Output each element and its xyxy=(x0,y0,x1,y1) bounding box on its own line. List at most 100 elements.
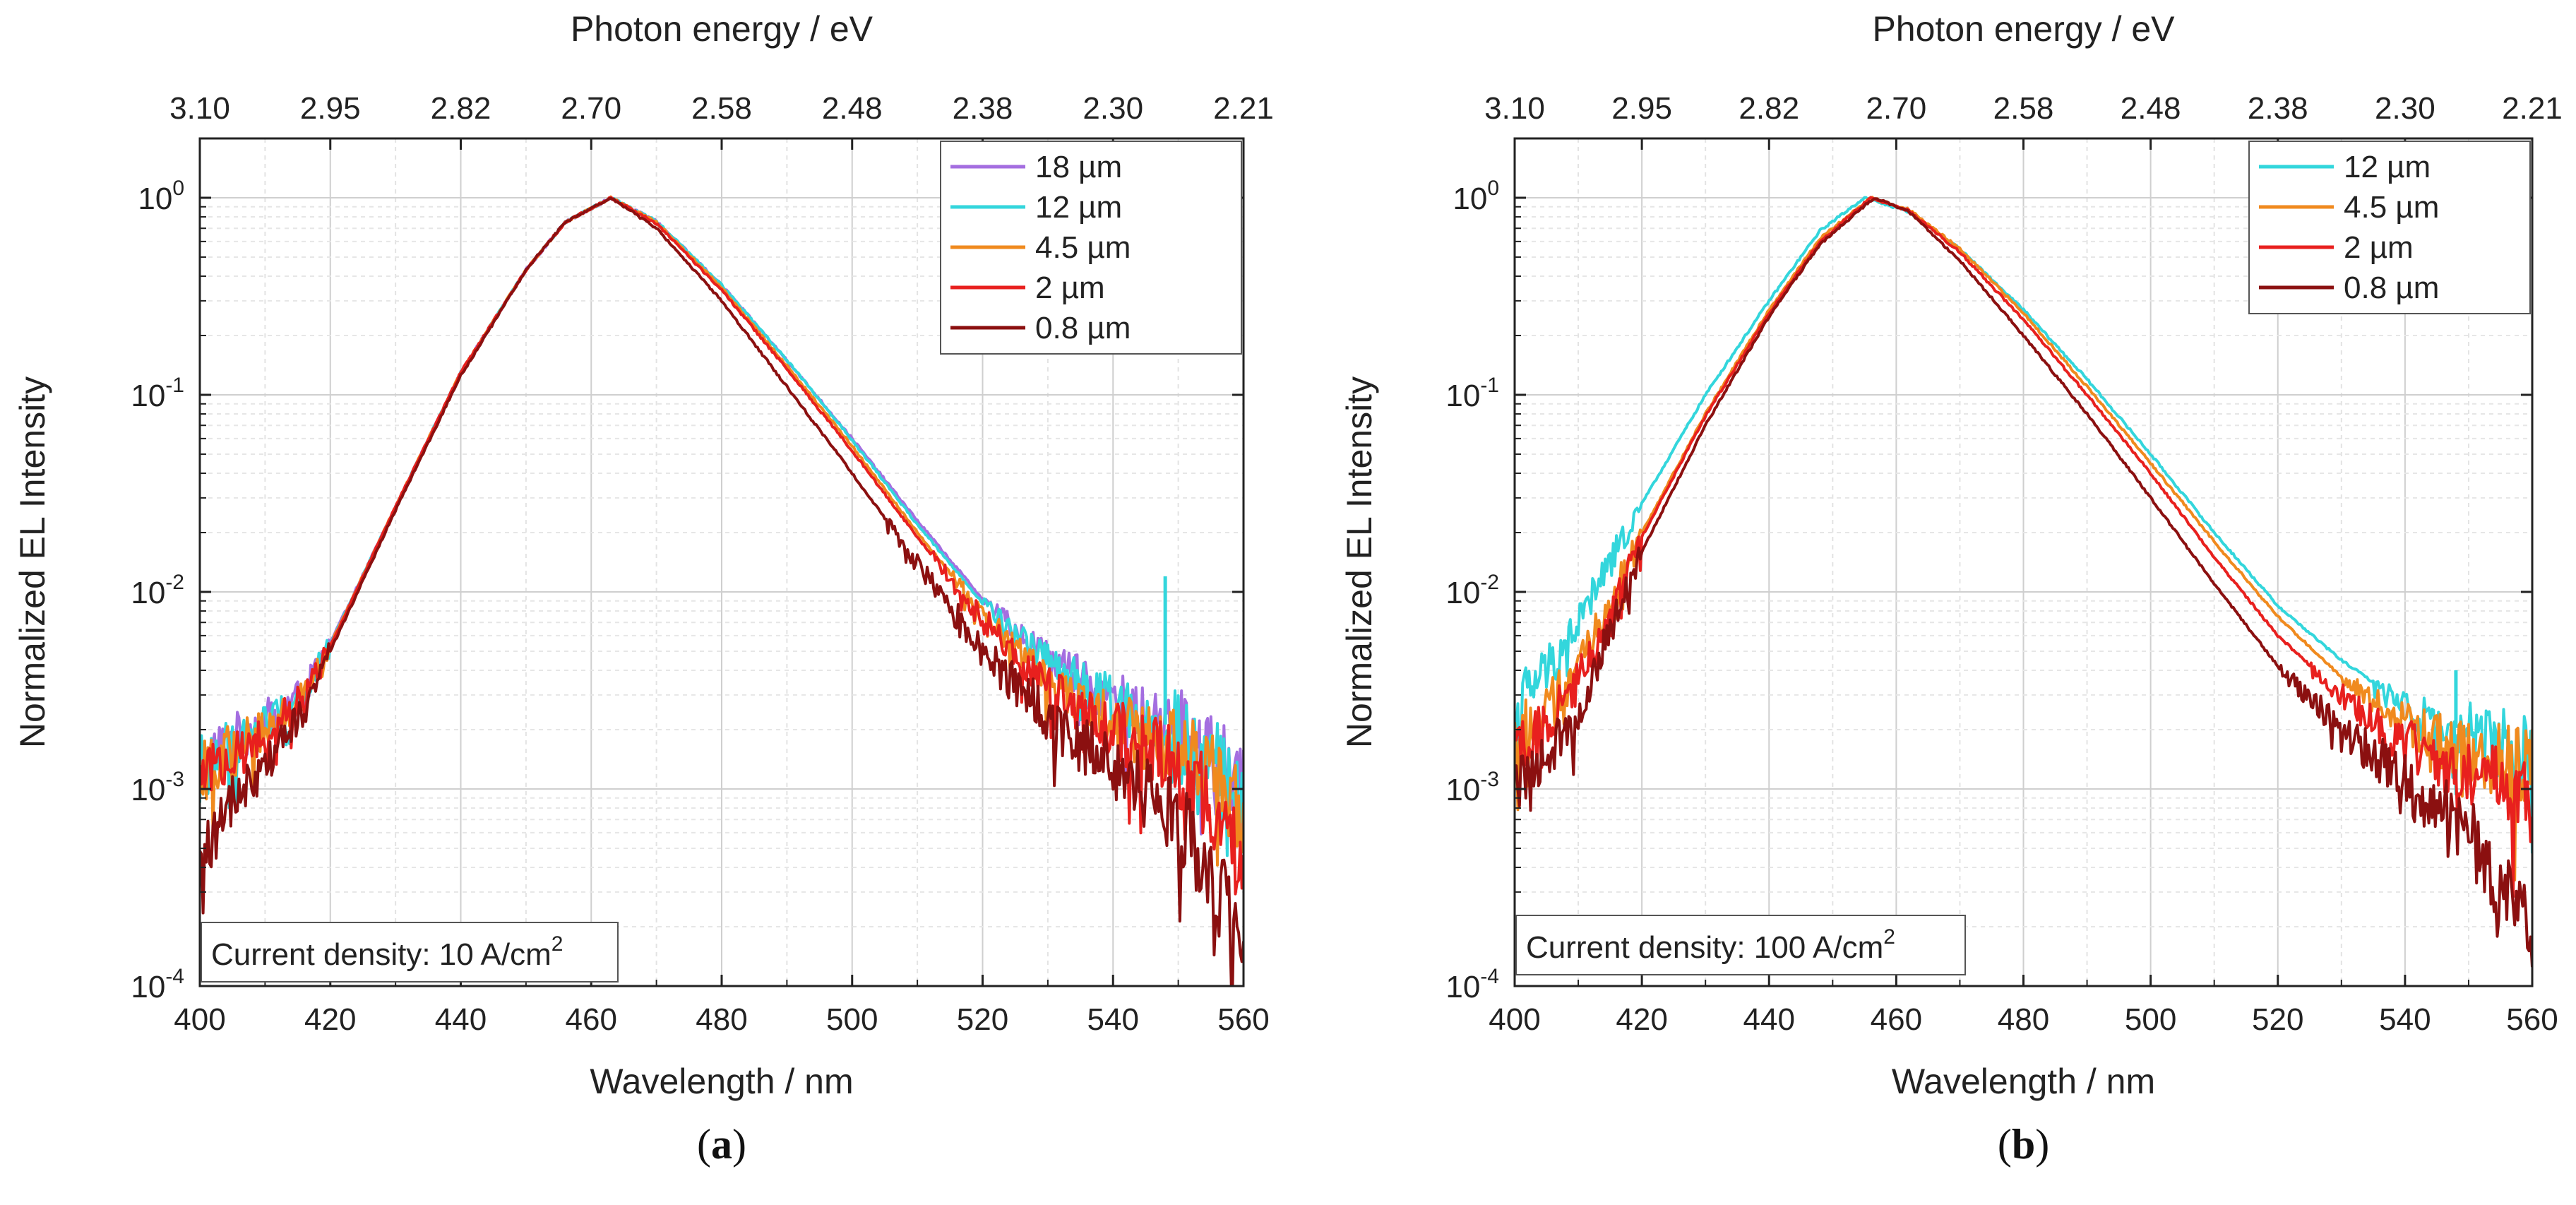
y-tick-base: 10 xyxy=(131,970,165,1004)
top-tick-label: 2.95 xyxy=(300,91,361,126)
y-tick-exp: -2 xyxy=(1480,571,1499,594)
annotation-box xyxy=(201,922,619,983)
panel-label-letter: b xyxy=(2012,1121,2035,1168)
top-tick-label: 2.70 xyxy=(561,91,621,126)
y-tick-exp: 0 xyxy=(172,177,184,200)
grid-lines xyxy=(1515,138,2532,986)
y-tick-label: 10-2 xyxy=(1445,571,1499,610)
y-tick-exp: 0 xyxy=(1487,177,1499,200)
y-tick-exp: -1 xyxy=(165,374,184,397)
top-tick-label: 2.38 xyxy=(953,91,1013,126)
legend-label: 4.5 µm xyxy=(1035,230,1131,265)
top-tick-label: 2.95 xyxy=(1611,91,1672,126)
x-tick-label: 500 xyxy=(2125,1002,2176,1037)
x-tick-label: 500 xyxy=(826,1002,878,1037)
y-tick-exp: -1 xyxy=(1480,374,1499,397)
legend-label: 2 µm xyxy=(2344,230,2414,265)
legend-label: 4.5 µm xyxy=(2344,190,2439,225)
legend-box xyxy=(2248,141,2531,314)
legend: 18 µm 12 µm 4.5 µm 2 µm 0.8 µm xyxy=(940,141,1242,355)
annotation-sup: 2 xyxy=(1883,925,1895,949)
x-tick-label: 440 xyxy=(435,1002,487,1037)
top-tick-label: 3.10 xyxy=(1484,91,1545,126)
top-tick-label: 2.30 xyxy=(2375,91,2435,126)
x-tick-label: 520 xyxy=(957,1002,1008,1037)
y-tick-exp: -2 xyxy=(165,571,184,594)
annotation-box xyxy=(1515,915,1966,975)
legend-label: 12 µm xyxy=(1035,190,1122,225)
legend-label: 0.8 µm xyxy=(1035,311,1131,345)
series-group xyxy=(1515,196,2532,968)
x-tick-label: 480 xyxy=(1998,1002,2049,1037)
y-tick-base: 10 xyxy=(138,182,172,216)
x-tick-label: 540 xyxy=(2379,1002,2431,1037)
x-axis-top: 3.10 2.95 2.82 2.70 2.58 2.48 2.38 2.30 2.21 Phot… xyxy=(169,9,1274,150)
y-tick-label: 10-3 xyxy=(1445,768,1499,807)
panel-label: (a) xyxy=(697,1121,746,1168)
panel-label-letter: a xyxy=(711,1121,732,1168)
legend: 12 µm 4.5 µm 2 µm 0.8 µm xyxy=(2248,141,2531,314)
series-line-b-2 xyxy=(1515,196,2532,898)
top-tick-label: 2.30 xyxy=(1083,91,1143,126)
panel-label: (b) xyxy=(1998,1121,2049,1168)
y-tick-base: 10 xyxy=(1445,970,1480,1004)
x-axis-title: Wavelength / nm xyxy=(1892,1062,2155,1101)
x-axis-top: 3.10 2.95 2.82 2.70 2.58 2.48 2.38 2.30 2.21 Phot… xyxy=(1484,9,2563,150)
series-group xyxy=(200,195,1244,986)
y-tick-base: 10 xyxy=(1445,773,1480,807)
series-line-a-3 xyxy=(200,196,1244,896)
x-axis-title: Wavelength / nm xyxy=(590,1062,853,1101)
top-tick-label: 2.48 xyxy=(822,91,883,126)
x-tick-label: 560 xyxy=(2506,1002,2558,1037)
annotation-text: Current density: 10 A/cm2 xyxy=(211,932,563,972)
x-tick-label: 400 xyxy=(174,1002,225,1037)
top-tick-label: 2.82 xyxy=(1739,91,1799,126)
y-tick-label: 10-2 xyxy=(131,571,184,610)
y-axis-title: Normalized EL Intensity xyxy=(1340,376,1379,748)
x-tick-label: 460 xyxy=(566,1002,617,1037)
y-tick-base: 10 xyxy=(131,379,165,413)
x-tick-label: 540 xyxy=(1087,1002,1139,1037)
top-tick-label: 2.58 xyxy=(691,91,752,126)
top-axis-title: Photon energy / eV xyxy=(1872,9,2175,49)
top-tick-label: 2.48 xyxy=(2121,91,2181,126)
current-density-annotation: Current density: 10 A/cm2 xyxy=(201,922,619,983)
x-tick-label: 560 xyxy=(1217,1002,1269,1037)
top-tick-label: 2.38 xyxy=(2248,91,2308,126)
top-tick-label: 2.21 xyxy=(2502,91,2563,126)
y-tick-label: 10-1 xyxy=(131,374,184,413)
y-tick-base: 10 xyxy=(131,773,165,807)
y-tick-label: 100 xyxy=(1453,177,1499,216)
x-tick-label: 400 xyxy=(1489,1002,1540,1037)
y-tick-exp: -4 xyxy=(165,965,184,988)
legend-label: 12 µm xyxy=(2344,150,2431,184)
x-tick-label: 420 xyxy=(304,1002,356,1037)
top-axis-title: Photon energy / eV xyxy=(571,9,873,49)
legend-label: 0.8 µm xyxy=(2344,271,2439,305)
x-tick-label: 440 xyxy=(1743,1002,1795,1037)
y-tick-label: 10-4 xyxy=(1445,965,1499,1004)
series-line-b-3 xyxy=(1515,197,2532,968)
y-tick-label: 10-4 xyxy=(131,965,184,1004)
y-tick-base: 10 xyxy=(1453,182,1487,216)
y-tick-exp: -4 xyxy=(1480,965,1499,988)
series-line-a-4 xyxy=(200,196,1244,986)
y-tick-label: 100 xyxy=(138,177,184,216)
chart-panel-b: 400 420 440 460 480 500 520 540 560 Wavelength / … xyxy=(1340,9,2563,1168)
top-tick-label: 2.58 xyxy=(1993,91,2054,126)
chart-panel-a: 400 420 440 460 480 500 520 540 560 Wavelength / … xyxy=(13,9,1274,1168)
y-tick-base: 10 xyxy=(1445,576,1480,610)
y-tick-label: 10-1 xyxy=(1445,374,1499,413)
panel-label-open: ( xyxy=(1998,1121,2012,1168)
y-tick-label: 10-3 xyxy=(131,768,184,807)
series-line-b-0 xyxy=(1515,196,2532,854)
legend-label: 18 µm xyxy=(1035,150,1122,184)
panel-label-open: ( xyxy=(697,1121,711,1168)
x-tick-label: 460 xyxy=(1871,1002,1922,1037)
y-tick-exp: -3 xyxy=(165,768,184,791)
x-tick-label: 420 xyxy=(1616,1002,1667,1037)
y-tick-base: 10 xyxy=(1445,379,1480,413)
top-tick-label: 2.21 xyxy=(1213,91,1274,126)
